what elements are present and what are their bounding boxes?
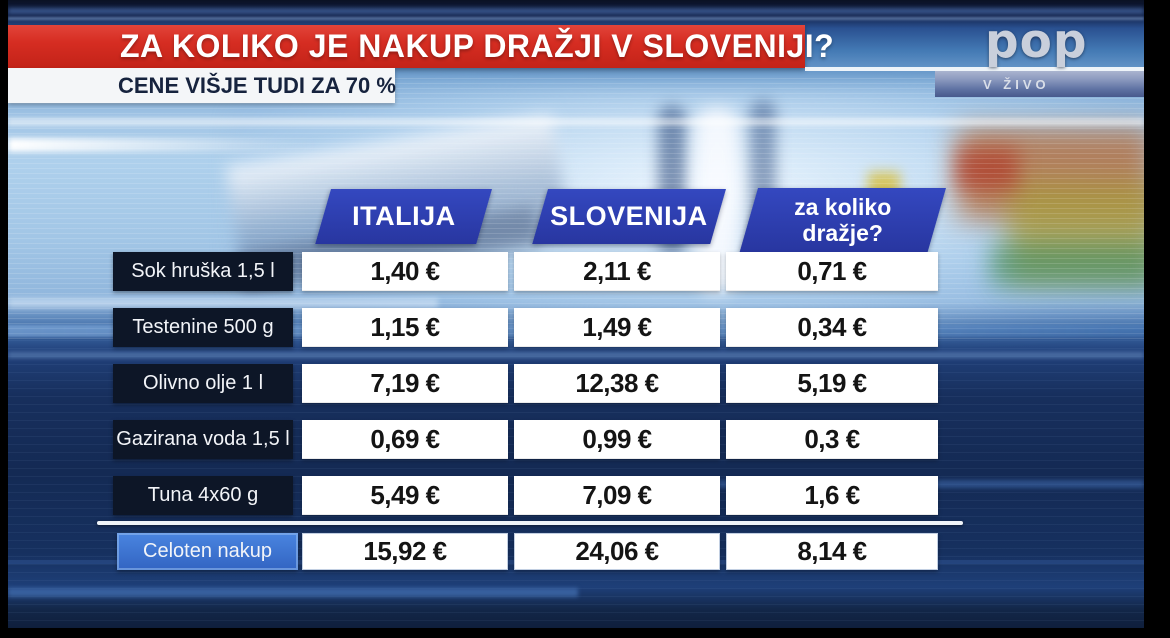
pop-tv-logo: pop [985,14,1088,69]
motion-streak [8,118,1144,126]
column-header-label: SLOVENIJA [550,201,708,231]
motion-streak [8,352,1144,358]
product-label: Gazirana voda 1,5 l [113,420,293,459]
price-cell: 7,09 € [514,476,720,515]
total-price-cell: 15,92 € [302,533,508,570]
price-cell: 1,15 € [302,308,508,347]
price-cell: 2,11 € [514,252,720,291]
price-cell: 1,6 € [726,476,938,515]
live-badge: V ŽIVO [935,71,1144,97]
subtitle-text: CENE VIŠJE TUDI ZA 70 % [118,72,396,98]
total-divider-line [97,521,963,525]
price-cell: 5,49 € [302,476,508,515]
product-label: Tuna 4x60 g [113,476,293,515]
column-header-italija: ITALIJA [315,189,492,244]
title-banner: ZA KOLIKO JE NAKUP DRAŽJI V SLOVENIJI? [8,25,834,68]
price-cell: 1,49 € [514,308,720,347]
motion-streak [8,138,318,152]
total-label: Celoten nakup [117,533,298,570]
title-text: ZA KOLIKO JE NAKUP DRAŽJI V SLOVENIJI? [120,28,835,64]
motion-streak [8,17,1144,20]
price-cell: 0,69 € [302,420,508,459]
column-header-slovenija: SLOVENIJA [532,189,726,244]
product-color-blob [990,244,1144,286]
price-cell: 0,34 € [726,308,938,347]
product-label: Olivno olje 1 l [113,364,293,403]
column-header-difference: za koliko dražje? [739,188,946,252]
column-header-label: ITALIJA [351,201,456,231]
header-hairline [805,67,1144,71]
subtitle-banner: CENE VIŠJE TUDI ZA 70 % [8,68,396,103]
product-label: Sok hruška 1,5 l [113,252,293,291]
motion-streak [8,588,578,597]
motion-streak [8,298,438,308]
total-price-cell: 24,06 € [514,533,720,570]
column-header-label: za koliko dražje? [794,193,892,246]
price-cell: 12,38 € [514,364,720,403]
frame-bar-left [0,0,8,638]
product-label: Testenine 500 g [113,308,293,347]
motion-streak [8,8,1144,14]
total-price-cell: 8,14 € [726,533,938,570]
price-cell: 0,71 € [726,252,938,291]
price-cell: 7,19 € [302,364,508,403]
price-cell: 5,19 € [726,364,938,403]
price-cell: 1,40 € [302,252,508,291]
live-badge-text: V ŽIVO [983,76,1050,92]
price-cell: 0,3 € [726,420,938,459]
frame-bar-right [1144,0,1170,638]
product-color-blob [956,148,1018,190]
price-cell: 0,99 € [514,420,720,459]
frame-bar-bottom [0,628,1170,638]
